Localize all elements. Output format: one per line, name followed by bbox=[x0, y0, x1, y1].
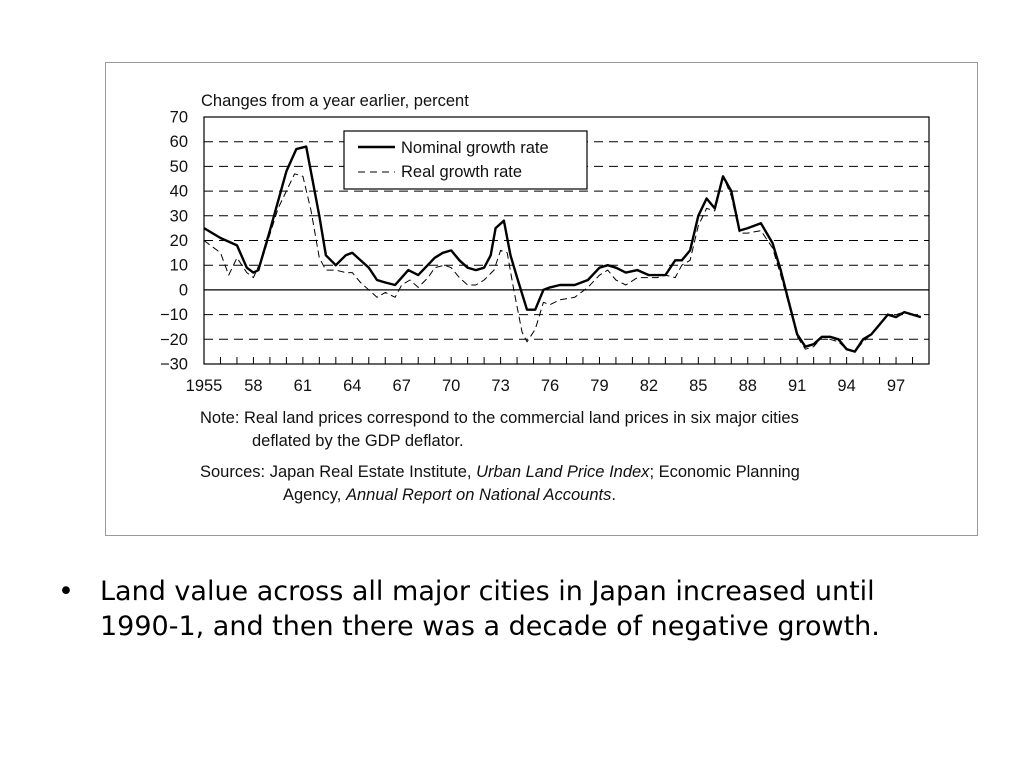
x-tick-label: 85 bbox=[689, 377, 707, 395]
bullet-dot: • bbox=[58, 576, 74, 607]
legend-label-real: Real growth rate bbox=[401, 163, 522, 181]
bullet-text: Land value across all major cities in Ja… bbox=[100, 576, 880, 642]
x-tick-label: 76 bbox=[541, 377, 559, 395]
line-chart: Changes from a year earlier, percent 70 6… bbox=[160, 92, 930, 395]
y-tick-label: 40 bbox=[170, 183, 188, 201]
note-line-2: deflated by the GDP deflator. bbox=[252, 432, 464, 450]
y-tick-label: 50 bbox=[170, 158, 188, 176]
legend-label-nominal: Nominal growth rate bbox=[401, 139, 549, 157]
sources-line-1: Sources: Japan Real Estate Institute, Ur… bbox=[200, 463, 800, 482]
sources-title-1: Urban Land Price Index bbox=[476, 463, 650, 481]
x-tick-label: 97 bbox=[887, 377, 905, 395]
x-tick-label: 70 bbox=[442, 377, 460, 395]
x-tick-label: 67 bbox=[393, 377, 411, 395]
x-tick-label: 64 bbox=[343, 377, 361, 395]
y-tick-label: −30 bbox=[160, 356, 188, 374]
y-tick-label: 70 bbox=[170, 109, 188, 127]
x-tick-label: 73 bbox=[491, 377, 509, 395]
x-tick-label: 61 bbox=[294, 377, 312, 395]
x-tick-label: 88 bbox=[739, 377, 757, 395]
legend-box bbox=[343, 130, 588, 190]
series-line-nominal bbox=[203, 145, 922, 353]
y-tick-label: 30 bbox=[170, 207, 188, 225]
legend: Nominal growth rate Real growth rate bbox=[343, 130, 588, 190]
series-line-real bbox=[203, 173, 921, 353]
x-tick-label: 82 bbox=[640, 377, 658, 395]
y-tick-label: 60 bbox=[170, 133, 188, 151]
grid-lines bbox=[204, 141, 929, 340]
sources-prefix: Sources: Japan Real Estate Institute, bbox=[200, 463, 477, 481]
series-lines bbox=[203, 145, 922, 353]
y-tick-label: −20 bbox=[160, 331, 188, 349]
x-tick-label: 58 bbox=[244, 377, 262, 395]
note-line-1: Note: Real land prices correspond to the… bbox=[200, 409, 799, 427]
sources-mid: ; Economic Planning bbox=[649, 463, 800, 481]
x-tick-label: 91 bbox=[788, 377, 806, 395]
sources-title-2: Annual Report on National Accounts bbox=[345, 486, 612, 504]
chart-title: Changes from a year earlier, percent bbox=[201, 92, 469, 110]
sources-line-2: Agency, Annual Report on National Accoun… bbox=[283, 486, 616, 505]
y-tick-label: 10 bbox=[170, 257, 188, 275]
y-tick-label: 20 bbox=[170, 232, 188, 250]
x-tick-label: 94 bbox=[837, 377, 855, 395]
sources-end: . bbox=[611, 486, 616, 504]
sources-line2-prefix: Agency, bbox=[283, 486, 346, 504]
x-tick-label: 79 bbox=[590, 377, 608, 395]
y-tick-label: 0 bbox=[179, 281, 188, 299]
axes: 70 60 50 40 30 20 10 0 −10 −20 −30 1955 58 61 64 67 70 73… bbox=[160, 109, 930, 395]
y-tick-label: −10 bbox=[160, 306, 188, 324]
x-tick-label: 1955 bbox=[186, 377, 223, 395]
